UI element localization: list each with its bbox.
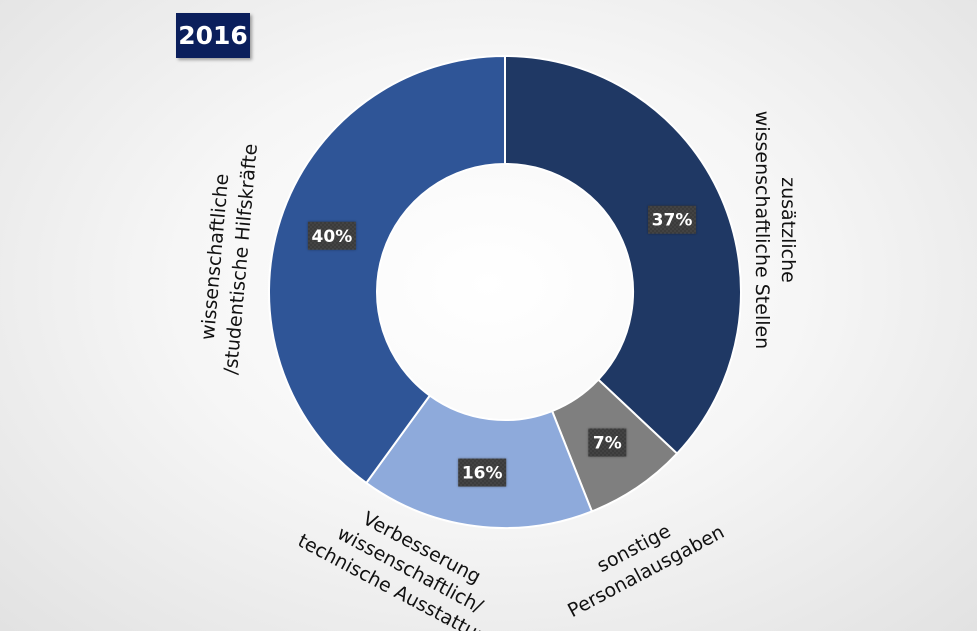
value-label-box: [458, 458, 507, 487]
value-label-text: 16%: [462, 464, 503, 484]
value-label-text: 7%: [593, 434, 622, 454]
value-label-box: [588, 428, 627, 457]
value-label-box: [648, 205, 697, 234]
value-label-text: 37%: [652, 211, 693, 231]
value-label-hilfskraefte: 40%: [307, 221, 356, 250]
value-label-verbesserung-ausstattung: 16%: [458, 458, 507, 487]
value-label-zusaetzliche-stellen: 37%: [648, 205, 697, 234]
category-label-zusaetzliche-stellen: zusätzlichewissenschaftliche Stellen: [751, 111, 799, 349]
category-label-line: zusätzliche: [777, 177, 799, 283]
slice-zusaetzliche-stellen: [504, 54, 742, 455]
slice-hilfskraefte: [268, 54, 506, 485]
category-label-hilfskraefte: wissenschaftliche/studentische Hilfskräf…: [194, 140, 262, 375]
year-badge: 2016: [176, 13, 250, 58]
value-label-sonstige-personalausgaben: 7%: [588, 428, 627, 457]
value-label-box: [307, 221, 356, 250]
category-label-line: wissenschaftliche Stellen: [751, 111, 773, 349]
value-label-text: 40%: [312, 227, 353, 247]
